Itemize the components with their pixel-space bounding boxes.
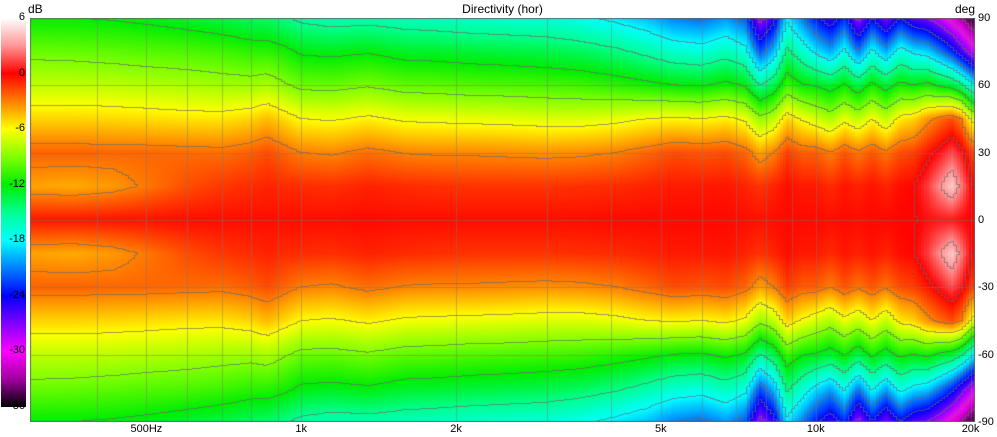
angle-tick-label: 60	[978, 79, 991, 92]
colorbar-tick-label: -36	[9, 400, 25, 412]
heatmap-canvas	[30, 18, 975, 422]
colorbar-tick-label: -30	[9, 344, 25, 357]
angle-tick-label: -90	[978, 416, 994, 428]
colorbar-tick-label: 6	[18, 11, 25, 23]
angle-tick-label: 30	[978, 146, 991, 159]
frequency-tick-label: 5k	[655, 423, 667, 435]
colorbar-tick-label: -18	[9, 233, 25, 246]
colorbar-gradient	[1, 18, 26, 407]
colorbar-tick-label: -24	[9, 288, 25, 301]
angle-tick-label: 90	[978, 12, 991, 24]
chart-title: Directivity (hor)	[462, 2, 543, 16]
frequency-tick-label: 1k	[295, 423, 308, 435]
angle-tick-label: -30	[978, 281, 994, 294]
colorbar-tick-label: -12	[9, 177, 25, 190]
frequency-tick-label: 500Hz	[130, 423, 163, 435]
frequency-tick-label: 10k	[806, 423, 825, 435]
colorbar-unit-label: dB	[28, 2, 43, 16]
frequency-tick-label: 2k	[450, 423, 462, 435]
angle-tick-label: -60	[978, 348, 994, 361]
colorbar-tick-label: -6	[15, 122, 25, 135]
angle-unit-label: deg	[954, 2, 975, 16]
frequency-tick-label: 20k	[961, 423, 980, 435]
angle-tick-label: 0	[978, 214, 985, 226]
colorbar-tick-label: 0	[18, 66, 25, 79]
